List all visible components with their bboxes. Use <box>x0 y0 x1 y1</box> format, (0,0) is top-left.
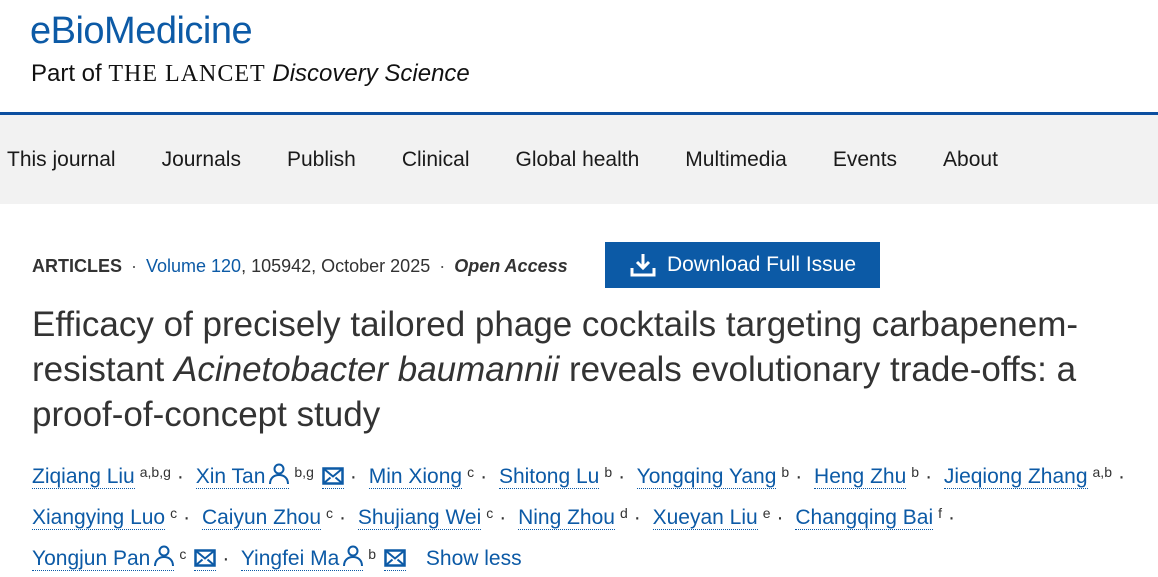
author-link[interactable]: Changqing Bai <box>795 506 934 530</box>
affiliation-sup[interactable]: c <box>179 546 187 562</box>
author-link[interactable]: Xin Tan <box>195 463 290 489</box>
author-link[interactable]: Ning Zhou <box>518 506 615 530</box>
person-icon <box>343 545 364 567</box>
author-link[interactable]: Caiyun Zhou <box>201 506 322 530</box>
nav-item-this-journal[interactable]: This journal <box>7 147 116 171</box>
author-link[interactable]: Xueyan Liu <box>652 506 758 530</box>
download-icon <box>630 254 656 277</box>
author-link[interactable]: Xiangying Luo <box>32 506 166 530</box>
affiliation-sup[interactable]: b,g <box>294 464 314 480</box>
affiliation-sup[interactable]: c <box>326 505 334 521</box>
affiliation-sup[interactable]: f <box>938 505 943 521</box>
author-link[interactable]: Shujiang Wei <box>357 506 482 530</box>
show-less-button[interactable]: Show less <box>425 547 522 570</box>
affiliation-sup[interactable]: d <box>619 505 628 521</box>
person-icon <box>154 545 175 567</box>
person-icon <box>269 463 290 485</box>
article-title: Efficacy of precisely tailored phage coc… <box>32 305 1079 434</box>
article-meta: ARTICLES · Volume 120, 105942, October 20… <box>32 256 568 276</box>
affiliation-sup[interactable]: b <box>911 464 920 480</box>
affiliation-sup[interactable]: c <box>486 505 494 521</box>
email-author-link[interactable] <box>384 547 407 571</box>
author-link[interactable]: Heng Zhu <box>814 465 907 489</box>
nav-item-clinical[interactable]: Clinical <box>401 147 470 171</box>
author-list: Ziqiang Liu a,b,g · Xin Tan b,g · Min Xiong c… <box>32 463 1125 571</box>
author-link[interactable]: Jieqiong Zhang <box>943 465 1088 489</box>
email-author-link[interactable] <box>321 465 344 489</box>
affiliation-sup[interactable]: b <box>604 464 613 480</box>
article-type: ARTICLES <box>32 256 122 276</box>
author-link[interactable]: Yongjun Pan <box>32 545 175 571</box>
nav-item-events[interactable]: Events <box>832 147 898 171</box>
email-author-link[interactable] <box>194 547 217 571</box>
site-header: eBioMedicine Part of THE LANCET Discover… <box>0 0 1158 112</box>
journal-logo[interactable]: eBioMedicine <box>30 10 253 52</box>
affiliation-sup[interactable]: e <box>762 505 771 521</box>
author-link[interactable]: Ziqiang Liu <box>32 465 135 489</box>
affiliation-sup[interactable]: b <box>781 464 790 480</box>
envelope-icon <box>384 549 406 567</box>
main-nav: This journal Journals Publish Clinical Globa… <box>0 115 1158 204</box>
open-access-label: Open Access <box>454 256 568 276</box>
envelope-icon <box>322 467 344 485</box>
download-full-issue-button[interactable]: Download Full Issue <box>605 242 880 288</box>
nav-item-multimedia[interactable]: Multimedia <box>685 147 787 171</box>
header-divider <box>0 112 1158 115</box>
affiliation-sup[interactable]: a,b <box>1092 464 1112 480</box>
journal-tagline: Part of THE LANCET Discovery Science <box>31 60 470 87</box>
author-link[interactable]: Shitong Lu <box>498 465 600 489</box>
author-link[interactable]: Yongqing Yang <box>636 465 777 489</box>
affiliation-sup[interactable]: b <box>368 546 377 562</box>
nav-item-global-health[interactable]: Global health <box>515 147 640 171</box>
author-link[interactable]: Min Xiong <box>368 465 463 489</box>
affiliation-sup[interactable]: c <box>467 464 475 480</box>
affiliation-sup[interactable]: c <box>170 505 178 521</box>
envelope-icon <box>194 549 217 567</box>
nav-item-journals[interactable]: Journals <box>161 147 241 171</box>
volume-link[interactable]: Volume 120 <box>146 256 242 276</box>
nav-item-about[interactable]: About <box>943 147 998 171</box>
nav-item-publish[interactable]: Publish <box>286 147 356 171</box>
affiliation-sup[interactable]: a,b,g <box>139 464 171 480</box>
author-link[interactable]: Yingfei Ma <box>240 545 364 571</box>
